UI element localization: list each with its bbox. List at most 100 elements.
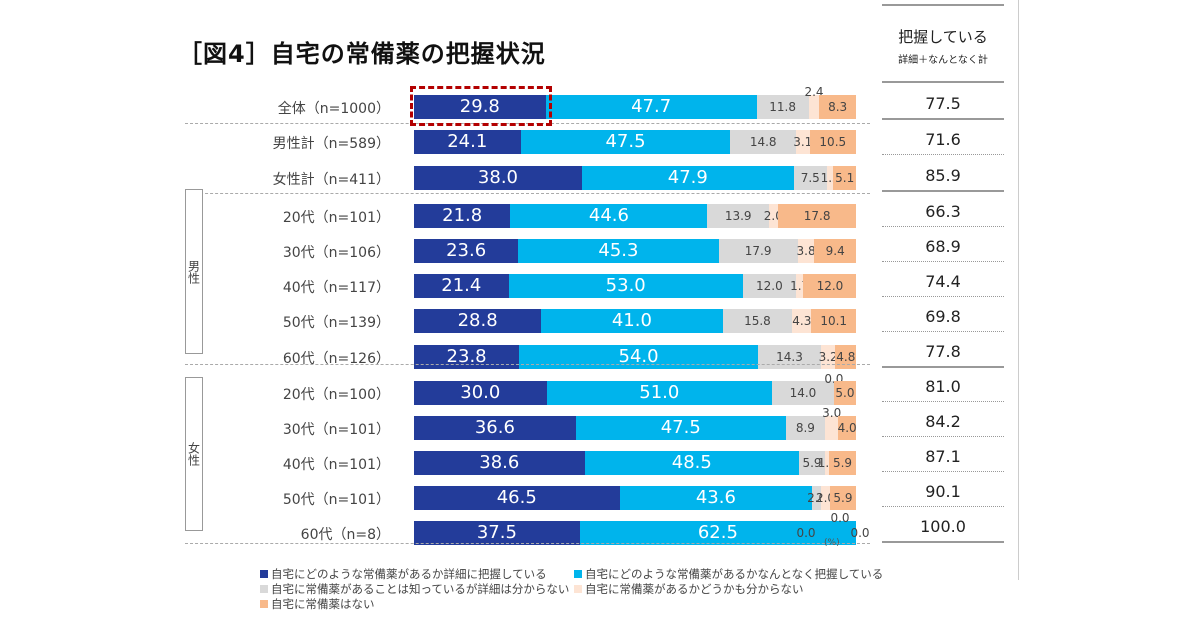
bar-segment — [792, 309, 812, 333]
data-label: 30.0 — [460, 382, 501, 403]
category-label: 50代（n=101） — [282, 492, 390, 508]
data-label: 4.3 — [792, 314, 812, 328]
data-label: 28.8 — [457, 310, 498, 331]
legend-item: 自宅に常備薬はない — [260, 596, 375, 612]
bar-segment — [414, 274, 509, 298]
bar-segment — [541, 309, 723, 333]
data-label: 15.8 — [744, 314, 771, 328]
data-label: 47.5 — [660, 417, 701, 438]
legend-swatch — [574, 570, 582, 578]
bar-segment — [414, 345, 520, 369]
totals-row-rule — [882, 506, 1004, 507]
bar-segment — [742, 274, 796, 298]
bar-segment — [826, 166, 834, 190]
bar-segment — [414, 239, 519, 263]
category-label: 60代（n=8） — [300, 527, 390, 543]
bar-segment — [414, 416, 576, 440]
bar-segment — [520, 130, 731, 154]
data-label: 5.1 — [835, 171, 855, 185]
data-label: 5.9 — [833, 491, 853, 505]
bar-segment — [756, 95, 809, 119]
category-label: 30代（n=106） — [282, 245, 390, 261]
legend-swatch — [574, 585, 582, 593]
totals-header: 把握している 詳細＋なんとなく計 — [878, 26, 1008, 66]
total-value: 68.9 — [925, 237, 961, 256]
data-label: 48.5 — [671, 452, 712, 473]
legend-label: 自宅にどのような常備薬があるかなんとなく把握している — [585, 567, 884, 581]
data-label: 8.3 — [828, 100, 848, 114]
bar-segment — [795, 130, 810, 154]
bar-segment — [518, 239, 719, 263]
legend-label: 自宅に常備薬はない — [271, 597, 375, 611]
bar-segment — [829, 451, 856, 475]
bar-segment — [838, 416, 856, 440]
bar-segment — [414, 309, 542, 333]
data-label: 3.0 — [822, 406, 842, 420]
category-label: 50代（n=139） — [282, 315, 390, 331]
data-label: 12.0 — [816, 279, 844, 293]
data-label: 21.4 — [441, 275, 482, 296]
bar-segment — [835, 345, 857, 369]
bar-segment — [414, 486, 620, 510]
data-label: 54.0 — [618, 346, 659, 367]
bar-segment — [718, 239, 798, 263]
legend-label: 自宅に常備薬があるかどうかも分からない — [585, 582, 804, 596]
data-label: 3.2 — [818, 350, 838, 364]
data-label: 29.8 — [459, 96, 500, 117]
totals-row-rule — [882, 541, 1004, 543]
bar-segment — [812, 486, 822, 510]
legend-label: 自宅に常備薬があることは知っているが詳細は分からない — [271, 582, 570, 596]
data-label: 51.0 — [639, 382, 680, 403]
legend-item: 自宅にどのような常備薬があるかなんとなく把握している — [574, 566, 883, 582]
data-label: 36.6 — [474, 417, 515, 438]
data-label: 38.0 — [477, 167, 519, 188]
data-label: 12.0 — [756, 279, 783, 293]
data-label: 2.4 — [804, 85, 824, 99]
total-value: 85.9 — [925, 166, 961, 185]
bar-segment — [821, 345, 836, 369]
bar-segment — [798, 451, 826, 475]
data-label: 0.0 — [796, 526, 816, 540]
category-label: 40代（n=101） — [282, 457, 390, 473]
bar-segment — [797, 239, 815, 263]
category-label: 20代（n=101） — [282, 210, 390, 226]
data-label: 45.3 — [598, 240, 639, 261]
data-label: 4.0 — [837, 421, 857, 435]
data-label: 0.0 — [830, 511, 850, 525]
total-value: 100.0 — [920, 517, 966, 536]
totals-row-rule — [882, 436, 1004, 437]
data-label: 17.9 — [744, 244, 772, 258]
data-label: 23.6 — [446, 240, 487, 261]
bar-segment — [414, 521, 580, 545]
data-label: 7.5 — [800, 171, 820, 185]
highlight-box — [410, 86, 552, 126]
bar-segment — [825, 451, 830, 475]
bar-segment — [722, 309, 793, 333]
legend-item: 自宅に常備薬があるかどうかも分からない — [574, 581, 804, 597]
total-value: 84.2 — [925, 412, 961, 431]
data-label: 47.7 — [631, 96, 672, 117]
category-label: 40代（n=117） — [282, 280, 390, 296]
bar-segment — [414, 451, 585, 475]
category-label: 男性計（n=589） — [272, 136, 390, 152]
bar-segment — [581, 166, 794, 190]
bar-segment — [730, 130, 796, 154]
totals-row-rule — [882, 118, 1004, 120]
group-label: 男性 — [185, 189, 203, 354]
totals-row-rule — [882, 296, 1004, 297]
data-label: 46.5 — [496, 487, 537, 508]
bar-segment — [809, 130, 856, 154]
data-label: 47.5 — [605, 131, 646, 152]
bar-segment — [768, 204, 778, 228]
bar-segment — [795, 274, 804, 298]
right-column-top-rule — [882, 4, 1004, 6]
bar-segment — [545, 95, 757, 119]
data-label: 41.0 — [611, 310, 652, 331]
bar-segment — [803, 274, 857, 298]
bar-segment — [825, 416, 839, 440]
bar-segment — [579, 521, 856, 545]
data-label: 43.6 — [695, 487, 736, 508]
totals-row-rule — [882, 401, 1004, 402]
totals-row-rule — [882, 261, 1004, 262]
bar-segment — [819, 95, 856, 119]
